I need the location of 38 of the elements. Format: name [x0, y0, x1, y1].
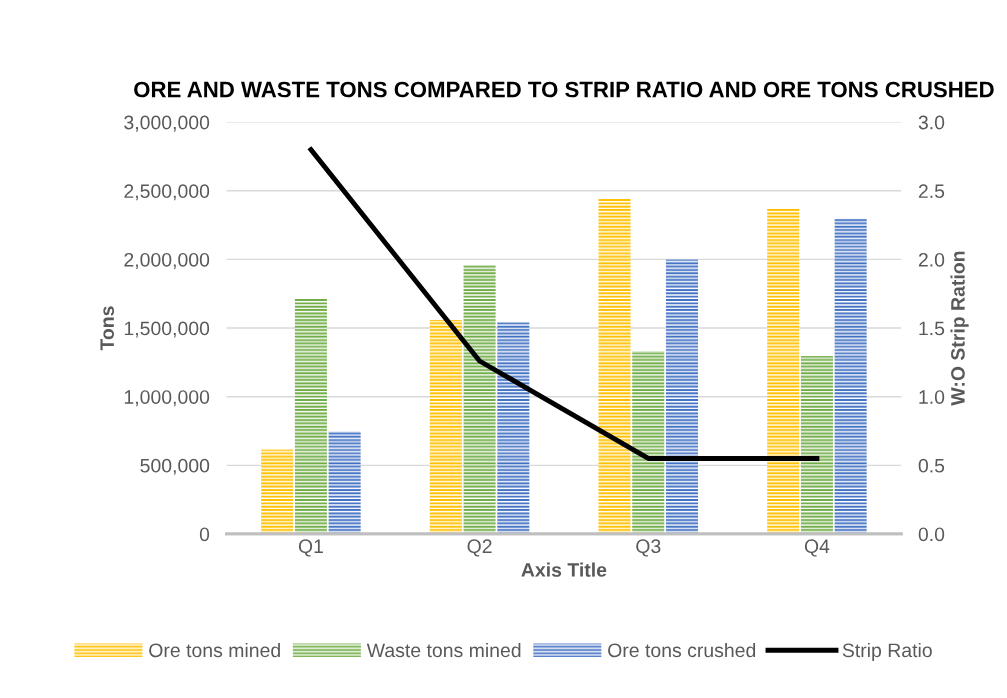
bar [294, 298, 327, 534]
legend-label: Ore tons mined [149, 642, 280, 658]
legend-label: Ore tons crushed [608, 642, 756, 658]
bar [665, 259, 699, 534]
y-tick-label: 0 [199, 527, 210, 542]
y-tick-label: 500,000 [140, 458, 210, 475]
x-tick-label: Q2 [467, 539, 492, 557]
bar [261, 449, 294, 534]
bar [834, 218, 867, 534]
bar [800, 355, 833, 534]
y2-tick-label: 3.0 [918, 115, 945, 130]
bar [463, 265, 496, 534]
x-tick-label: Q3 [636, 539, 661, 557]
y-tick-label: 2,000,000 [124, 252, 210, 269]
chart-title: ORE AND WASTE TONS COMPARED TO STRIP RATIO AND ORE TONS CRUSHED [134, 81, 994, 98]
x-tick-label: Q1 [298, 539, 323, 557]
bar [497, 322, 530, 534]
y2-tick-label: 1.5 [919, 321, 945, 336]
y-tick-label: 3,000,000 [124, 115, 210, 132]
x-axis-title: Axis Title [521, 562, 607, 577]
bar [429, 320, 462, 534]
y2-axis-title: W:O Strip Ration [950, 251, 969, 406]
y2-tick-label: 0.5 [918, 458, 945, 473]
y-tick-label: 1,500,000 [124, 321, 210, 338]
legend-label: Strip Ratio [842, 642, 932, 662]
legend-label: Waste tons mined [366, 642, 521, 658]
y2-tick-label: 2.5 [918, 184, 945, 199]
bar [767, 208, 800, 534]
bar [328, 431, 361, 534]
y2-tick-label: 2.0 [918, 252, 945, 267]
y-tick-label: 1,000,000 [124, 390, 210, 407]
y2-tick-label: 0.0 [918, 527, 945, 542]
bar [598, 198, 631, 534]
bar [632, 350, 665, 534]
y-axis-title: Tons [100, 306, 115, 351]
y2-tick-label: 1.0 [919, 390, 945, 404]
x-tick-label: Q4 [804, 539, 830, 557]
y-tick-label: 2,500,000 [124, 184, 210, 201]
